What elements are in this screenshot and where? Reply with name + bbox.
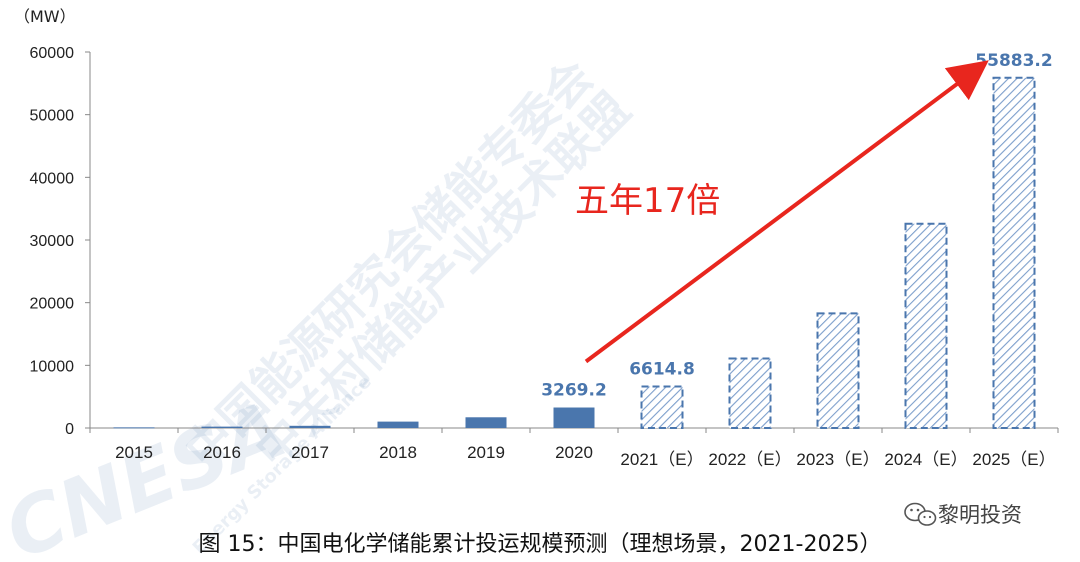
figure-caption: 图 15：中国电化学储能累计投运规模预测（理想场景，2021-2025） (199, 532, 882, 557)
y-tick-label: 0 (65, 421, 74, 438)
y-unit-label: （MW） (14, 7, 76, 26)
x-tick-label: 2016 (203, 443, 241, 462)
bar-actual (201, 426, 243, 428)
bar-actual (289, 425, 331, 428)
bar-series (113, 76, 1036, 430)
bar-actual (553, 407, 595, 428)
data-label: 55883.2 (975, 51, 1052, 71)
y-tick-label: 50000 (30, 108, 75, 125)
bar-estimate (640, 385, 684, 429)
x-tick-label: 2015 (115, 443, 153, 462)
data-label: 6614.8 (629, 360, 695, 380)
x-tick-label: 2018 (379, 443, 417, 462)
data-label-group: 3269.2 6614.8 55883.2 (541, 51, 1053, 401)
bar-estimate (816, 312, 860, 430)
growth-annotation: 五年17倍 (575, 181, 720, 221)
bar-estimate (992, 76, 1036, 429)
bar-actual (113, 427, 155, 429)
bar-estimate (904, 222, 948, 429)
brand: 黎明投资 (904, 502, 1022, 527)
x-tick-label: 2017 (291, 443, 329, 462)
watermark-layer: 中国能源研究会储能专委会 中关村储能产业技术联盟 CNESA Energy St… (0, 49, 641, 562)
data-label: 3269.2 (541, 381, 607, 401)
bar-estimate (728, 357, 772, 429)
bar-actual (377, 421, 419, 428)
y-tick-label: 30000 (30, 233, 75, 250)
y-tick-group: 0 10000 20000 30000 40000 50000 60000 (30, 45, 90, 438)
bar-actual (465, 417, 507, 428)
wechat-icon (904, 502, 937, 526)
y-tick-label: 20000 (30, 296, 75, 313)
x-tick-label: 2019 (467, 443, 505, 462)
x-tick-label: 2022（E） (708, 450, 791, 469)
x-tick-group: 2015 2016 2017 2018 2019 2020 2021（E） 2022（E） 20… (89, 428, 1059, 469)
x-tick-label: 2025（E） (972, 450, 1055, 469)
x-tick-label: 2024（E） (884, 450, 967, 469)
growth-arrow (584, 60, 989, 364)
y-tick-label: 10000 (30, 358, 75, 375)
y-tick-label: 40000 (30, 170, 75, 187)
x-tick-label: 2021（E） (620, 450, 703, 469)
x-tick-label: 2020 (555, 443, 593, 462)
x-tick-label: 2023（E） (796, 450, 879, 469)
y-tick-label: 60000 (30, 45, 75, 62)
brand-name: 黎明投资 (938, 503, 1022, 527)
